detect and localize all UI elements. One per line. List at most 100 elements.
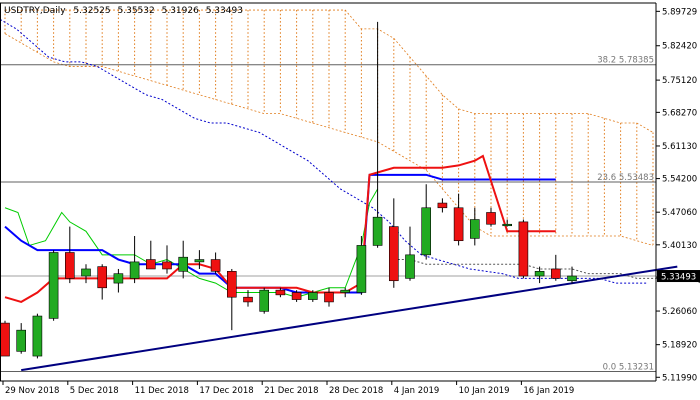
candle: [129, 236, 140, 284]
fib-level-label: 0.0 5.13231: [603, 362, 654, 372]
candle: [162, 245, 172, 274]
candle-body: [97, 266, 107, 289]
x-tick-label: 16 Jan 2019: [523, 386, 574, 396]
current-price-label: 5.33493: [661, 273, 696, 283]
fib-level-label: 38.2 5.78385: [597, 56, 654, 66]
candle-body: [502, 223, 513, 227]
candle-body: [275, 289, 286, 296]
candle-body: [340, 289, 351, 293]
x-tick-label: 11 Dec 2018: [135, 386, 189, 396]
support-trendline: [21, 265, 678, 372]
candle-body: [307, 292, 318, 300]
candle-body: [227, 271, 237, 298]
y-tick-label: 5.18920: [662, 341, 697, 351]
candle: [550, 254, 561, 281]
low-value: 5.31926: [162, 6, 199, 16]
open-value: 5.32525: [73, 6, 110, 16]
candle-body: [146, 259, 156, 270]
ichimoku-cloud: [4, 9, 654, 246]
candle: [259, 287, 270, 314]
candle: [243, 290, 253, 307]
candle-body: [65, 252, 75, 279]
candle: [146, 240, 156, 270]
candle: [405, 226, 415, 281]
candle-body: [291, 292, 302, 300]
candle: [518, 219, 529, 279]
candle: [81, 264, 91, 284]
y-tick-label: 5.47060: [662, 208, 697, 218]
candle-body: [469, 219, 480, 239]
candle-body: [372, 216, 383, 246]
candle: [486, 207, 496, 227]
x-tick-label: 17 Dec 2018: [199, 386, 253, 396]
candle: [469, 207, 480, 246]
candle-body: [0, 322, 10, 357]
candle-body: [388, 226, 399, 282]
candle: [388, 198, 399, 288]
candle-body: [567, 275, 577, 282]
candle-body: [194, 259, 205, 263]
candle: [16, 323, 27, 354]
candle-body: [518, 221, 529, 277]
candle-body: [356, 245, 367, 293]
candle: [372, 21, 383, 248]
candle: [324, 287, 334, 307]
x-tick-label: 10 Jan 2019: [459, 386, 510, 396]
candle: [437, 198, 448, 213]
candle-body: [453, 207, 464, 242]
y-tick-label: 5.11990: [662, 373, 697, 383]
y-tick-label: 5.75120: [662, 76, 697, 86]
cloud-lower-boundary: [393, 259, 700, 284]
current-price-badge: [657, 270, 700, 283]
candle: [356, 236, 367, 295]
candle-body: [113, 273, 124, 284]
candle: [275, 287, 286, 298]
candle-body: [405, 254, 415, 279]
cloud-span-b: [5, 9, 654, 133]
close-value: 5.33493: [206, 6, 243, 16]
candle-body: [16, 329, 27, 352]
candle-body: [534, 271, 545, 277]
y-tick-label: 5.61130: [662, 142, 697, 152]
x-tick-label: 29 Nov 2018: [5, 386, 59, 396]
candle: [340, 287, 351, 298]
symbol-label: USDTRY,Daily: [4, 6, 66, 16]
candle-body: [129, 261, 140, 279]
candle: [210, 252, 221, 274]
candle: [567, 266, 577, 284]
x-tick-label: 4 Jan 2019: [394, 386, 440, 396]
candle: [502, 219, 513, 227]
y-tick-label: 5.89729: [662, 7, 697, 17]
candle: [97, 264, 107, 300]
candle: [178, 240, 188, 279]
candlesticks: [0, 21, 577, 359]
chikou-line: [0, 19, 649, 284]
candle-body: [437, 202, 448, 209]
chart-title: USDTRY,Daily 5.32525 5.35532 5.31926 5.3…: [4, 6, 243, 16]
y-tick-label: 5.26060: [662, 307, 697, 317]
x-tick-label: 28 Dec 2018: [329, 386, 383, 396]
y-tick-label: 5.40130: [662, 241, 697, 251]
cloud-span-a: [4, 33, 654, 246]
y-tick-label: 5.82420: [662, 42, 697, 52]
candle: [0, 320, 10, 357]
candle: [307, 290, 318, 302]
candle: [421, 184, 432, 260]
candle-body: [48, 252, 59, 319]
candle-body: [32, 315, 43, 357]
candle-body: [324, 292, 334, 303]
high-value: 5.35532: [118, 6, 155, 16]
candle: [113, 268, 124, 293]
candle-body: [421, 207, 432, 256]
candle: [534, 266, 545, 284]
candle-body: [210, 259, 221, 272]
candle: [32, 313, 43, 359]
candle-body: [81, 268, 91, 277]
x-tick-label: 5 Dec 2018: [70, 386, 119, 396]
y-tick-label: 5.54200: [662, 175, 697, 185]
x-tick-label: 21 Dec 2018: [264, 386, 318, 396]
candle-body: [243, 296, 253, 303]
